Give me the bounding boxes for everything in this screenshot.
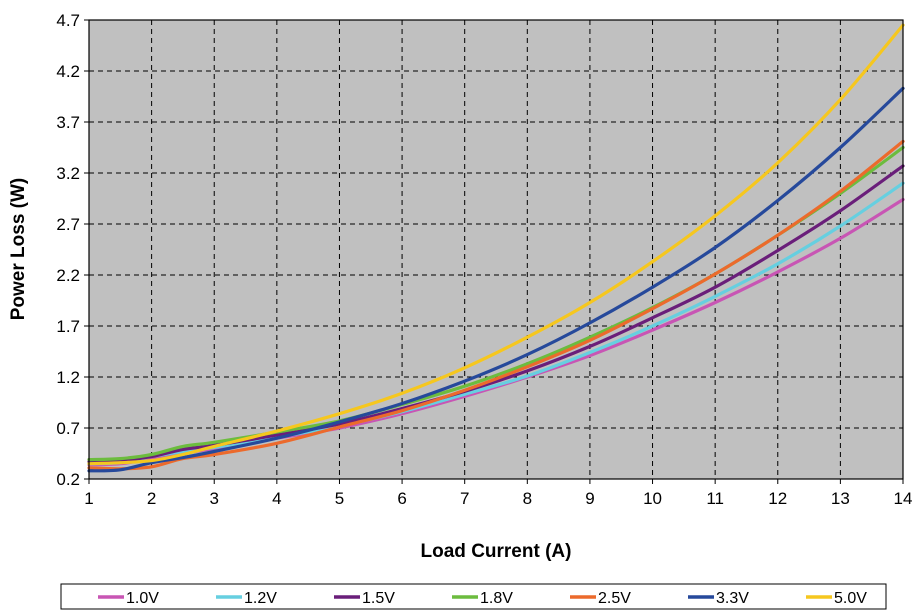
y-tick-label: 4.7 (56, 11, 80, 30)
x-tick-label: 8 (523, 489, 532, 508)
y-tick-label: 2.2 (56, 266, 80, 285)
legend-label-1.2V: 1.2V (244, 590, 277, 607)
legend-label-1.5V: 1.5V (362, 590, 395, 607)
series-line-3.3V (87, 86, 905, 473)
y-axis-title: Power Loss (W) (8, 178, 29, 321)
legend-label-1.0V: 1.0V (126, 590, 159, 607)
y-axis-ticks: 0.2 0.7 1.2 1.7 2.2 2.7 3.2 3.7 4.2 4.7 (56, 11, 89, 489)
y-tick-label: 0.2 (56, 470, 80, 489)
x-tick-label: 10 (643, 489, 662, 508)
x-axis-ticks: 1 2 3 4 5 6 7 8 9 10 11 12 13 14 (84, 479, 912, 508)
legend-label-2.5V: 2.5V (598, 590, 631, 607)
series-line-5.0V (87, 23, 905, 466)
x-tick-label: 12 (768, 489, 787, 508)
x-tick-label: 3 (209, 489, 218, 508)
y-tick-label: 4.2 (56, 62, 80, 81)
legend-label-5.0V: 5.0V (834, 590, 867, 607)
x-axis-title: Load Current (A) (421, 541, 572, 562)
x-tick-label: 1 (84, 489, 93, 508)
x-tick-label: 14 (894, 489, 913, 508)
legend: 1.0V 1.2V 1.5V 1.8V 2.5V 3.3V 5.0V (98, 590, 867, 607)
y-tick-label: 1.7 (56, 317, 80, 336)
x-tick-label: 9 (585, 489, 594, 508)
y-tick-label: 1.2 (56, 368, 80, 387)
x-tick-label: 5 (335, 489, 344, 508)
y-tick-label: 3.7 (56, 113, 80, 132)
y-tick-label: 2.7 (56, 215, 80, 234)
series-line-2.5V (87, 139, 905, 471)
y-tick-label: 0.7 (56, 419, 80, 438)
x-tick-label: 13 (831, 489, 850, 508)
legend-label-1.8V: 1.8V (480, 590, 513, 607)
series-lines (87, 23, 905, 473)
plot-area (89, 20, 903, 479)
x-tick-label: 7 (460, 489, 469, 508)
x-tick-label: 6 (397, 489, 406, 508)
plot-border (88, 19, 904, 480)
y-tick-label: 3.2 (56, 164, 80, 183)
x-tick-label: 2 (147, 489, 156, 508)
x-tick-label: 11 (706, 489, 724, 508)
legend-label-3.3V: 3.3V (716, 590, 749, 607)
x-tick-label: 4 (272, 489, 281, 508)
